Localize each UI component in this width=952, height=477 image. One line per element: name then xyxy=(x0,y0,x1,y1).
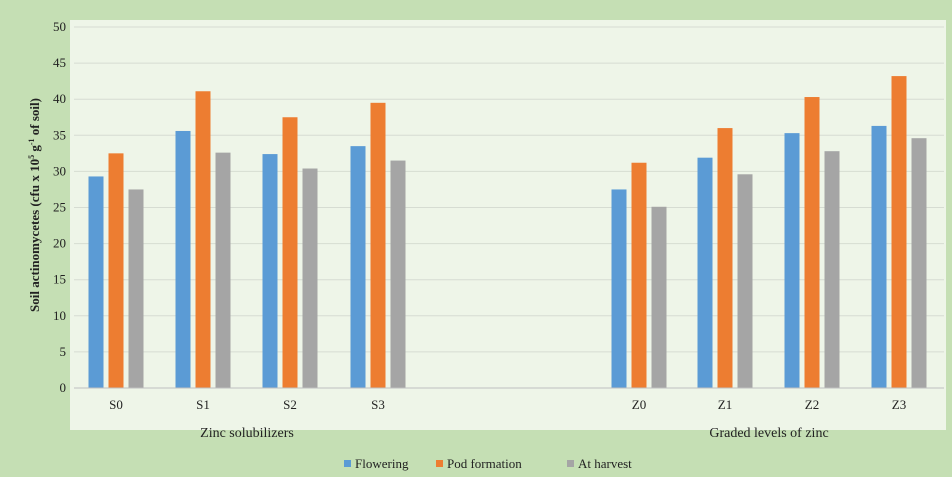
y-tick-label: 50 xyxy=(53,19,66,34)
y-tick-label: 35 xyxy=(53,127,66,142)
y-tick-label: 25 xyxy=(53,200,66,215)
legend-swatch-at-harvest xyxy=(567,460,574,467)
bar-flowering-s3 xyxy=(350,146,366,388)
legend: Flowering Pod formation At harvest xyxy=(344,456,632,471)
x-tick-label: S1 xyxy=(196,397,210,412)
y-tick-label: 40 xyxy=(53,91,66,106)
bar-pod-formation-s3 xyxy=(370,102,386,388)
x-tick-labels: S0 S1 S2 S3 Z0 Z1 Z2 Z3 xyxy=(109,397,906,412)
y-tick-label: 20 xyxy=(53,236,66,251)
legend-swatch-flowering xyxy=(344,460,351,467)
bar-flowering-s2 xyxy=(262,154,278,388)
group-label: Graded levels of zinc xyxy=(709,426,828,441)
bar-pod-formation-s1 xyxy=(195,91,211,389)
bar-at-harvest-z2 xyxy=(824,151,840,388)
y-tick-labels: 0 5 10 15 20 25 30 35 40 45 50 xyxy=(53,19,66,395)
x-tick-label: Z3 xyxy=(892,397,906,412)
bar-flowering-s1 xyxy=(175,130,191,388)
x-tick-label: S2 xyxy=(283,397,297,412)
legend-label-pod-formation: Pod formation xyxy=(447,456,522,471)
bar-flowering-z1 xyxy=(697,157,713,388)
bar-at-harvest-s0 xyxy=(128,189,144,388)
y-tick-label: 15 xyxy=(53,272,66,287)
x-tick-label: S3 xyxy=(371,397,385,412)
group-label: Zinc solubilizers xyxy=(200,426,294,441)
x-tick-label: Z0 xyxy=(632,397,646,412)
bar-pod-formation-s0 xyxy=(108,153,124,388)
bar-pod-formation-s2 xyxy=(282,117,298,388)
bar-at-harvest-s1 xyxy=(215,152,231,388)
bar-flowering-z2 xyxy=(784,133,800,388)
bar-at-harvest-z0 xyxy=(651,206,667,388)
legend-label-flowering: Flowering xyxy=(355,456,409,471)
y-axis-label: Soil actinomycetes (cfu x 105 g-1 of soi… xyxy=(27,98,42,312)
bar-flowering-z3 xyxy=(871,125,887,388)
y-tick-label: 10 xyxy=(53,308,66,323)
x-tick-label: Z2 xyxy=(805,397,819,412)
bar-at-harvest-z3 xyxy=(911,138,927,388)
bar-pod-formation-z1 xyxy=(717,128,733,388)
bar-pod-formation-z3 xyxy=(891,76,907,388)
bar-flowering-s0 xyxy=(88,176,104,388)
legend-label-at-harvest: At harvest xyxy=(578,456,632,471)
bar-pod-formation-z2 xyxy=(804,97,820,388)
x-tick-label: Z1 xyxy=(718,397,732,412)
legend-swatch-pod-formation xyxy=(436,460,443,467)
y-tick-label: 30 xyxy=(53,163,66,178)
y-tick-label: 5 xyxy=(60,344,67,359)
bar-at-harvest-s2 xyxy=(302,168,318,388)
group-labels: Zinc solubilizers Graded levels of zinc xyxy=(200,426,829,441)
bar-at-harvest-z1 xyxy=(737,174,753,388)
bars xyxy=(88,76,927,389)
y-tick-label: 0 xyxy=(60,380,67,395)
bar-flowering-z0 xyxy=(611,189,627,388)
bar-pod-formation-z0 xyxy=(631,162,647,388)
x-tick-label: S0 xyxy=(109,397,123,412)
bar-at-harvest-s3 xyxy=(390,160,406,388)
y-tick-label: 45 xyxy=(53,55,66,70)
